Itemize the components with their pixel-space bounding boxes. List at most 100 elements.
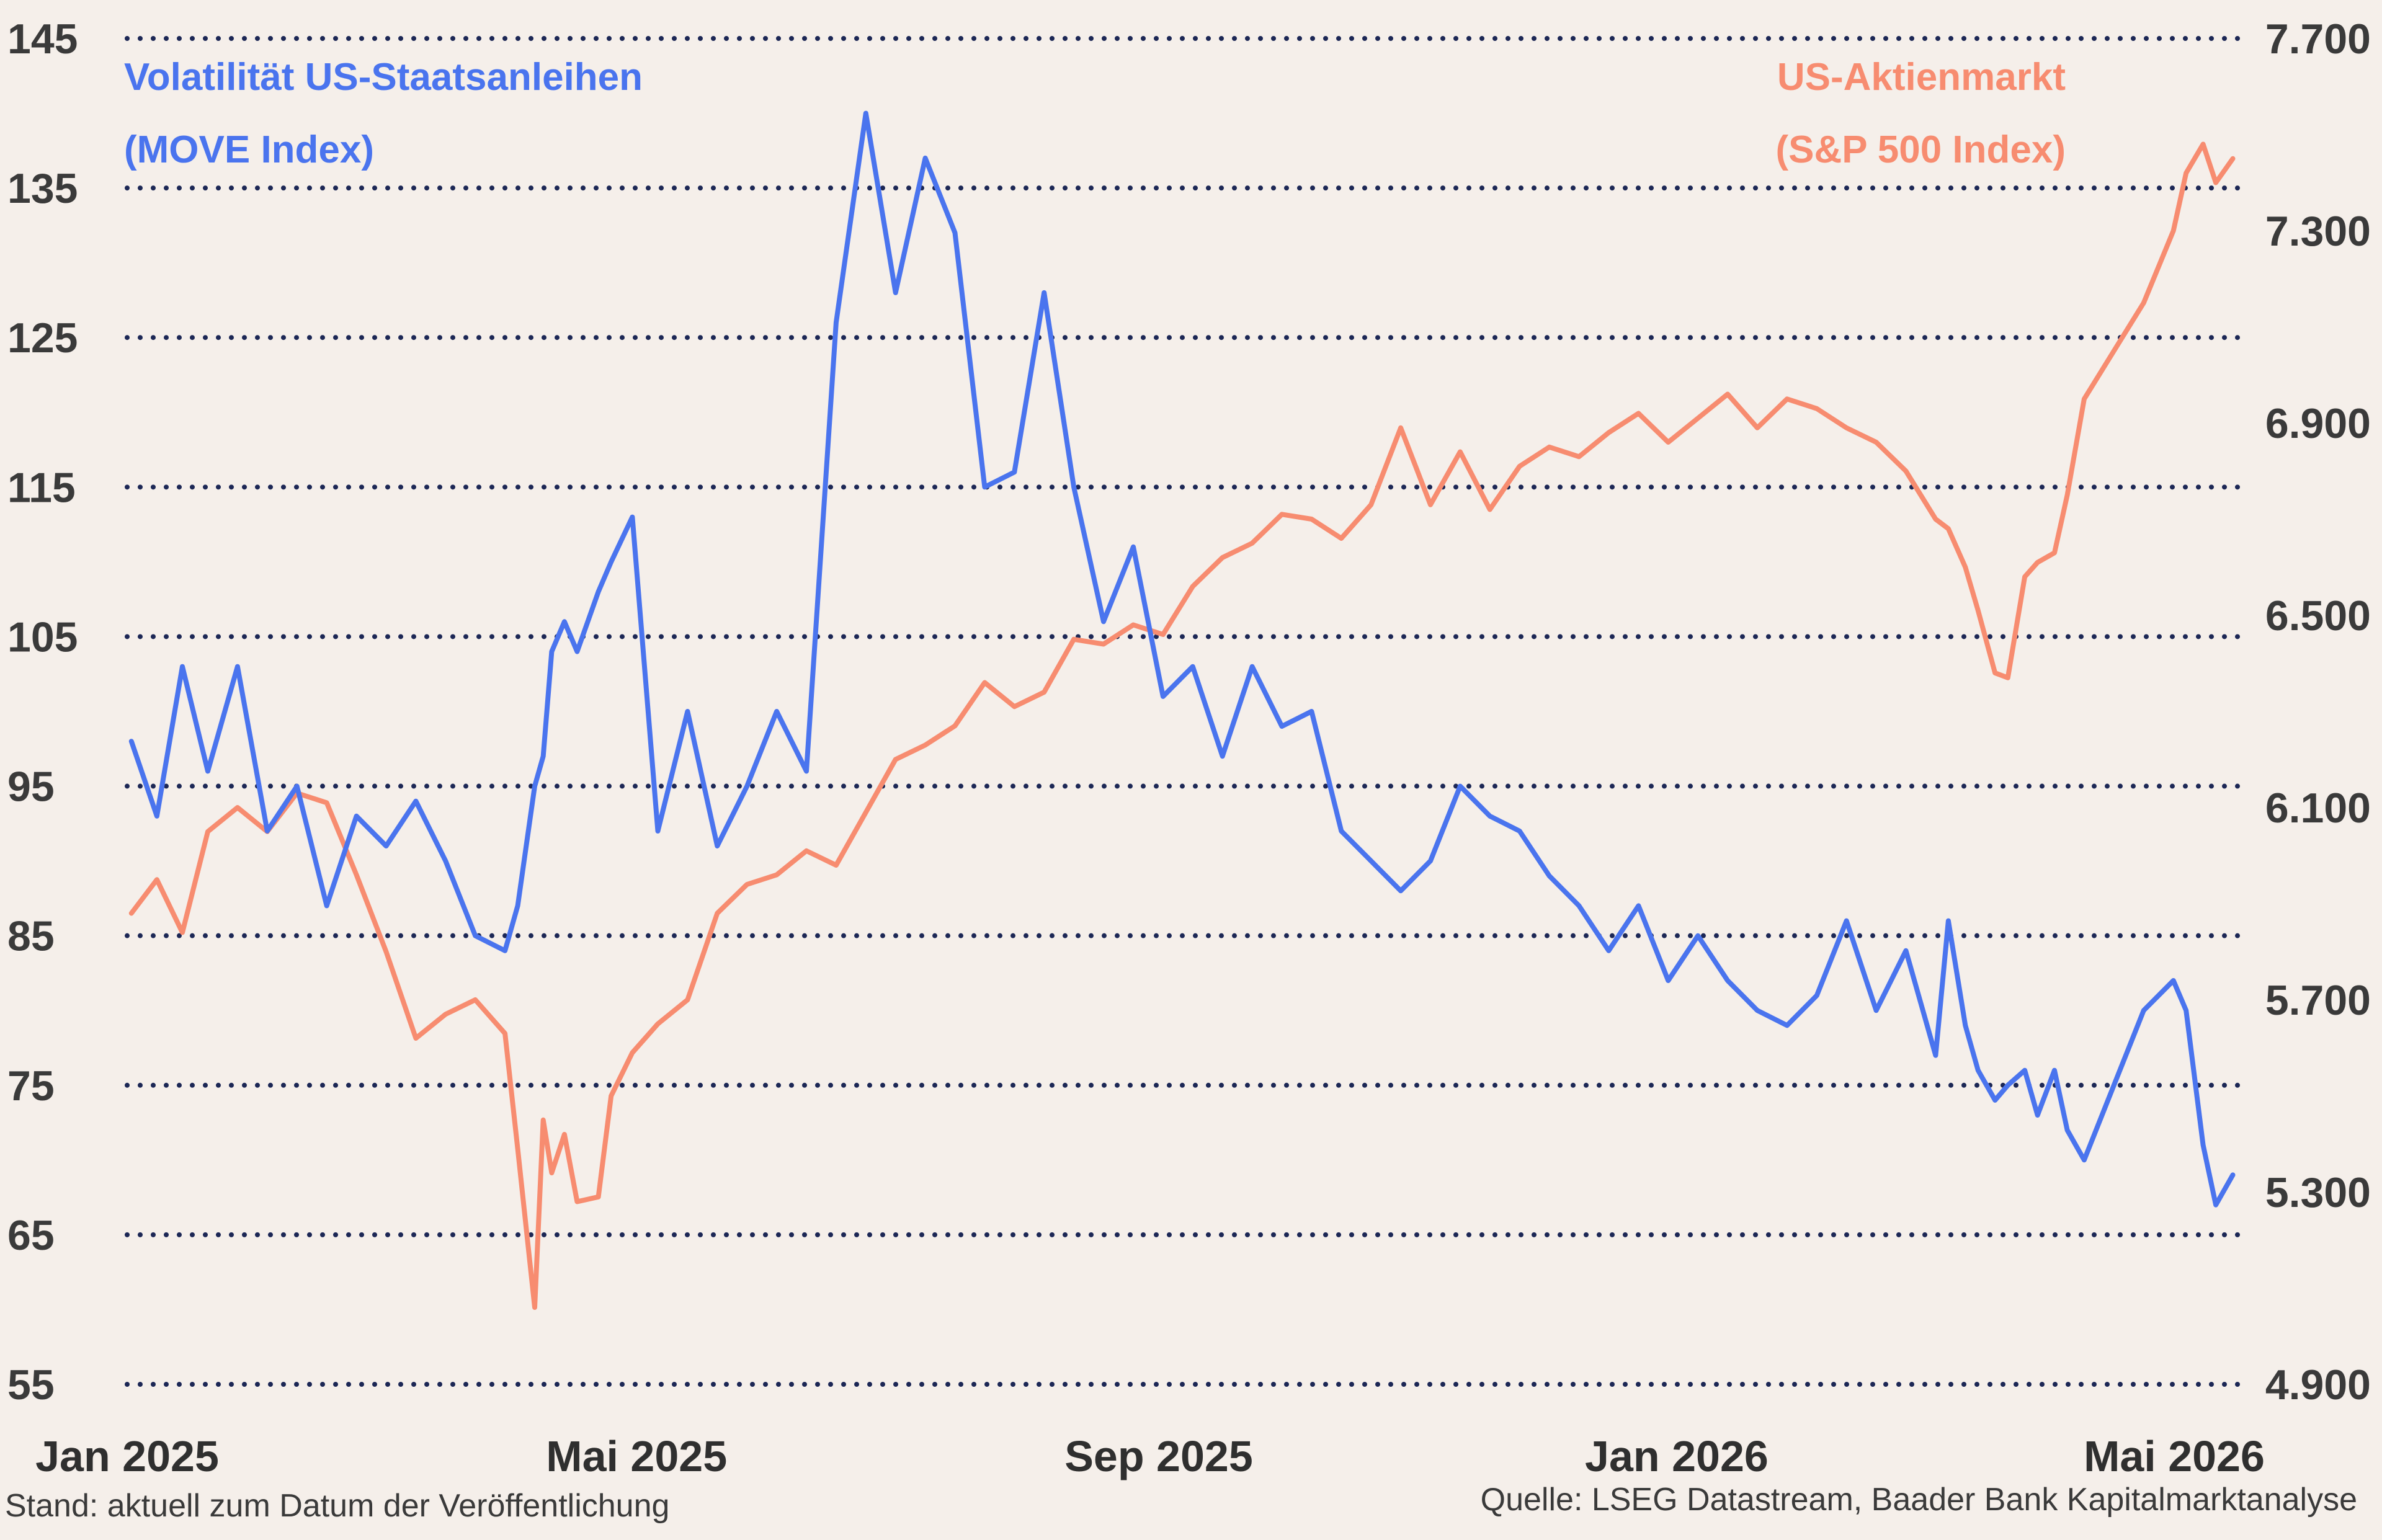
move-data-point xyxy=(775,710,779,713)
footnote-left: Stand: aktuell zum Datum der Veröffentli… xyxy=(5,1488,669,1524)
x-tick-label: Sep 2025 xyxy=(1064,1432,1253,1480)
move-data-point xyxy=(893,290,898,295)
move-data-point xyxy=(2053,1068,2056,1072)
spx-data-point xyxy=(630,1051,635,1055)
y-left-tick-label: 65 xyxy=(7,1212,55,1259)
move-data-point xyxy=(154,814,159,818)
spx-data-point xyxy=(1190,584,1195,589)
move-data-point xyxy=(129,739,133,744)
spx-data-point xyxy=(596,1195,600,1199)
move-data-point xyxy=(2082,1158,2086,1162)
spx-data-point xyxy=(1369,502,1373,507)
spx-data-point xyxy=(1309,517,1314,521)
move-data-point xyxy=(235,664,239,669)
move-data-point xyxy=(550,649,554,654)
move-data-point xyxy=(630,515,635,519)
move-data-point xyxy=(295,784,299,788)
move-data-point xyxy=(1072,485,1076,489)
spx-data-point xyxy=(2053,551,2056,555)
move-data-point xyxy=(1636,904,1641,908)
spx-data-point xyxy=(206,829,210,834)
y-right-tick-label: 7.300 xyxy=(2265,208,2371,255)
move-data-point xyxy=(1488,814,1492,818)
spx-data-point xyxy=(541,1118,545,1122)
spx-data-point xyxy=(235,806,239,809)
move-data-point xyxy=(503,948,507,953)
y-right-tick-label: 4.900 xyxy=(2265,1361,2371,1409)
move-data-point xyxy=(953,231,957,235)
spx-data-point xyxy=(1220,556,1224,559)
spx-data-point xyxy=(1993,671,1997,675)
spx-data-point xyxy=(2112,349,2116,353)
move-data-point xyxy=(656,829,660,833)
spx-data-point xyxy=(2005,675,2010,680)
move-data-point xyxy=(2112,1083,2116,1087)
spx-data-point xyxy=(515,1147,520,1151)
spx-data-point xyxy=(129,911,133,915)
spx-data-point xyxy=(2171,229,2175,233)
spx-data-point xyxy=(1458,450,1462,454)
move-data-point xyxy=(1607,948,1611,953)
spx-data-point xyxy=(685,998,690,1002)
spx-data-point xyxy=(2065,493,2069,497)
move-data-point xyxy=(1666,979,1671,982)
spx-data-point xyxy=(609,1094,613,1098)
move-data-point xyxy=(414,799,418,803)
move-data-point xyxy=(1309,710,1314,713)
move-data-point xyxy=(2171,979,2175,982)
spx-data-point xyxy=(1874,440,1878,444)
move-data-point xyxy=(1190,664,1195,669)
spx-data-point xyxy=(1517,464,1522,468)
spx-data-point xyxy=(1131,623,1135,627)
y-right-tick-label: 6.100 xyxy=(2265,785,2371,832)
move-data-point xyxy=(745,784,749,788)
y-left-tick-label: 85 xyxy=(7,913,55,960)
move-data-point xyxy=(515,904,520,908)
spx-data-point xyxy=(1726,392,1730,396)
spx-data-point xyxy=(715,911,720,915)
move-data-point xyxy=(1904,948,1908,953)
spx-data-point xyxy=(1577,455,1581,459)
y-left-tick-label: 55 xyxy=(7,1361,55,1409)
move-data-point xyxy=(444,859,448,863)
move-data-point xyxy=(1814,994,1819,998)
x-tick-label: Jan 2026 xyxy=(1585,1432,1769,1480)
move-data-point xyxy=(1012,470,1017,474)
y-left-tick-label: 135 xyxy=(7,165,78,212)
spx-data-point xyxy=(893,757,898,762)
spx-data-point xyxy=(1946,527,1950,531)
spx-data-point xyxy=(983,680,987,685)
spx-data-point xyxy=(1636,411,1641,416)
spx-data-point xyxy=(1161,633,1165,636)
spx-data-point xyxy=(2231,156,2235,161)
series-lines xyxy=(128,110,2236,1310)
y-left-tick-label: 95 xyxy=(7,763,55,811)
spx-data-point xyxy=(1399,425,1403,430)
x-axis: Jan 2025 Mai 2025 Sep 2025 Jan 2026 Mai 2026 xyxy=(35,1432,2265,1480)
move-data-point xyxy=(562,620,566,624)
y-axis-right: 7.700 7.300 6.900 6.500 6.100 5.700 5.300 4.900 xyxy=(2265,16,2371,1409)
move-data-point xyxy=(923,156,927,160)
spx-data-point xyxy=(656,1021,660,1026)
move-data-point xyxy=(1844,919,1849,923)
move-data-point xyxy=(2065,1128,2069,1133)
move-data-point xyxy=(1874,1008,1878,1013)
spx-data-point xyxy=(834,863,838,867)
y-right-tick-label: 7.700 xyxy=(2265,16,2371,63)
move-data-point xyxy=(1785,1023,1789,1028)
move-data-point xyxy=(1458,784,1462,788)
move-data-point xyxy=(2184,1008,2188,1013)
move-data-point xyxy=(384,844,388,848)
spx-data-point xyxy=(745,883,749,886)
move-data-point xyxy=(1517,829,1522,833)
move-data-point xyxy=(181,664,184,669)
spx-data-point xyxy=(324,801,329,805)
spx-data-point xyxy=(1339,536,1344,540)
spx-data-point xyxy=(1102,642,1105,646)
spx-data-point xyxy=(1755,425,1759,430)
y-right-tick-label: 6.900 xyxy=(2265,400,2371,447)
spx-data-point xyxy=(1607,430,1611,435)
spx-data-point xyxy=(1934,517,1938,521)
move-data-point xyxy=(715,844,720,848)
grid-lines xyxy=(125,36,2248,1387)
